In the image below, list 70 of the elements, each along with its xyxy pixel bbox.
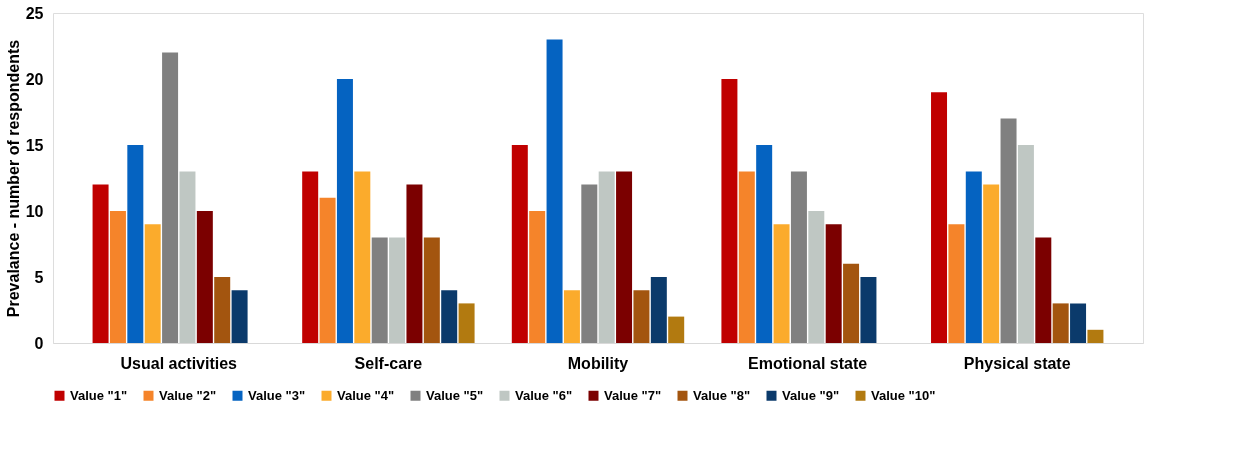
bar — [581, 184, 598, 343]
legend-label: Value "10" — [871, 387, 936, 403]
y-tick-label: 25 — [25, 4, 44, 22]
bar — [860, 277, 877, 343]
y-tick-label: 5 — [34, 268, 44, 286]
legend-label: Value "9" — [782, 387, 840, 403]
bar — [650, 277, 667, 343]
bar — [179, 171, 196, 343]
bar — [825, 224, 842, 343]
bar — [1000, 118, 1017, 343]
legend-label: Value "7" — [604, 387, 662, 403]
bar — [354, 171, 371, 343]
bar — [633, 290, 650, 343]
bar — [389, 237, 406, 343]
legend-label: Value "8" — [693, 387, 751, 403]
legend-label: Value "1" — [70, 387, 128, 403]
y-tick-label: 0 — [34, 334, 44, 352]
bar — [931, 92, 948, 343]
legend-label: Value "6" — [515, 387, 573, 403]
bar — [214, 277, 231, 343]
bar — [162, 52, 179, 343]
bar — [790, 171, 807, 343]
bar — [948, 224, 965, 343]
bar — [1035, 237, 1052, 343]
x-tick-label: Self-care — [354, 354, 423, 372]
bar — [843, 263, 860, 343]
bar — [1087, 329, 1104, 343]
x-tick-label: Mobility — [567, 354, 629, 372]
bar — [302, 171, 319, 343]
x-tick-label: Usual activities — [120, 354, 238, 372]
legend-label: Value "2" — [159, 387, 217, 403]
y-axis-title: Prevalance - number of respondents — [4, 39, 22, 318]
bar — [563, 290, 580, 343]
bar — [144, 224, 161, 343]
bar — [529, 211, 546, 343]
bar — [423, 237, 440, 343]
bar — [668, 316, 685, 343]
bar — [598, 171, 615, 343]
bar — [231, 290, 248, 343]
bar — [773, 224, 790, 343]
bar — [756, 145, 773, 343]
x-tick-label: Physical state — [963, 354, 1071, 372]
bar — [441, 290, 458, 343]
bar — [808, 211, 825, 343]
bar — [983, 184, 1000, 343]
bar — [738, 171, 755, 343]
y-tick-label: 20 — [25, 70, 44, 88]
bar — [1052, 303, 1069, 343]
bar — [406, 184, 423, 343]
y-tick-label: 10 — [25, 202, 44, 220]
y-tick-label: 15 — [25, 136, 44, 154]
bar — [109, 211, 126, 343]
bar — [196, 211, 213, 343]
bar — [458, 303, 475, 343]
x-tick-label: Emotional state — [748, 354, 868, 372]
bar — [336, 79, 353, 343]
bar — [127, 145, 144, 343]
legend-label: Value "3" — [248, 387, 306, 403]
bar — [511, 145, 528, 343]
legend-label: Value "4" — [337, 387, 395, 403]
bar — [371, 237, 388, 343]
bar — [1070, 303, 1087, 343]
bar — [92, 184, 109, 343]
bar — [546, 39, 563, 343]
bar — [965, 171, 982, 343]
bar — [616, 171, 633, 343]
bar — [721, 79, 738, 343]
bar — [1017, 145, 1034, 343]
bar — [319, 197, 336, 343]
legend-label: Value "5" — [426, 387, 484, 403]
